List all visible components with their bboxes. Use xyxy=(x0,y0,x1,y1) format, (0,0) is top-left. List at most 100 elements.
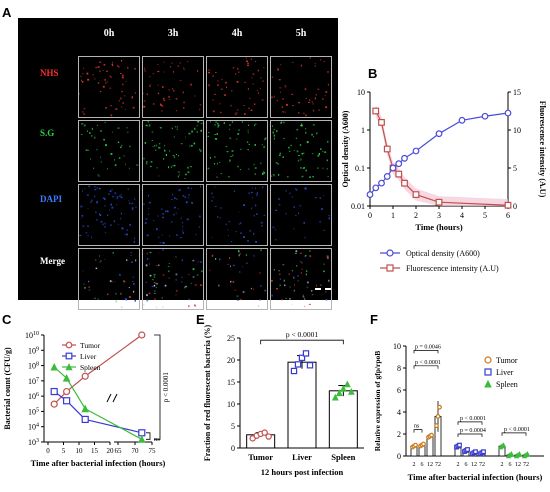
data-point xyxy=(302,350,310,357)
data-point xyxy=(306,362,314,369)
legend-label: Spleen xyxy=(496,380,518,389)
micrograph-tile xyxy=(142,120,204,182)
fluorescence-point xyxy=(412,191,420,199)
series-line xyxy=(84,408,143,440)
y-tick-label: 10 xyxy=(393,342,401,351)
x-tick-label: 2 xyxy=(501,462,504,468)
y-right-tick-label: 0 xyxy=(513,202,517,211)
optical-density-point xyxy=(401,154,408,162)
optical-density-point xyxy=(435,130,443,138)
data-point xyxy=(465,447,470,452)
legend-label: Spleen xyxy=(80,363,101,372)
y-right-tick-label: 15 xyxy=(513,88,521,97)
series-line xyxy=(85,418,142,434)
y-tick-label: 4 xyxy=(397,408,401,417)
micrograph-tile xyxy=(270,248,332,310)
fluorescence-line xyxy=(375,110,509,206)
significance-bracket xyxy=(154,334,161,440)
y-right-tick-label: 5 xyxy=(513,164,517,173)
fluorescence-point xyxy=(378,118,385,126)
data-point xyxy=(435,413,441,419)
fluorescence-point xyxy=(504,201,512,209)
x-axis-label: Time after bacterial infection (hours) xyxy=(31,458,166,468)
fluorescence-point xyxy=(383,145,391,153)
x-tick-label: 72 xyxy=(479,462,485,468)
data-point xyxy=(437,404,442,410)
micrograph-tile xyxy=(142,248,204,310)
optical-density-point xyxy=(412,147,420,155)
x-tick-label: 15 xyxy=(91,447,99,455)
x-axis-label: 12 hours post infection xyxy=(261,467,344,477)
x-tick-label: Tumor xyxy=(248,452,273,462)
optical-density-line xyxy=(369,112,509,195)
data-point xyxy=(457,442,462,448)
significance-annotation: p < 0.0001 xyxy=(415,360,441,366)
x-tick-label: 6 xyxy=(506,211,510,220)
x-tick-label: 70 xyxy=(132,447,140,455)
x-tick-label: 1 xyxy=(391,211,395,220)
scale-bar xyxy=(325,288,331,290)
micrograph-tile xyxy=(270,184,332,246)
micrograph-tile xyxy=(206,120,268,182)
data-point xyxy=(294,361,302,368)
data-point xyxy=(261,429,268,436)
gfp-expression-chart: 0 2 4 6 8 10 Relative expression of gfp/rpoB Ti… xyxy=(373,342,544,482)
column-title: 4h xyxy=(231,28,243,39)
y-tick-label: 109 xyxy=(28,346,39,355)
legend-marker xyxy=(65,352,73,360)
optical-density-point xyxy=(504,109,512,117)
optical-density-point xyxy=(395,160,403,168)
y-tick-label: 15 xyxy=(227,378,235,387)
significance-annotation: p = 0.0004 xyxy=(460,428,486,434)
x-tick-label: 72 xyxy=(523,462,529,468)
legend-label: Tumor xyxy=(496,356,518,365)
y-tick-label: 6 xyxy=(397,386,401,395)
micrograph-tile xyxy=(78,248,140,310)
legend-label: Tumor xyxy=(80,341,101,350)
y-axis-label: Bacterial count (CFU/g) xyxy=(3,347,12,430)
x-tick-label: 65 xyxy=(115,447,123,455)
y-tick-label: 8 xyxy=(397,364,401,373)
fluorescence-point xyxy=(401,179,408,187)
micrograph-tile xyxy=(270,120,332,182)
x-tick-label: 12 xyxy=(427,462,433,468)
legend-marker xyxy=(386,264,394,272)
bacterial-count-chart: 103 104 105 106 107 108 109 1010 0 5 10 15 20 65 70 75 T… xyxy=(3,331,170,468)
x-tick-label: 0 xyxy=(368,211,372,220)
series-point xyxy=(138,429,146,437)
series-point xyxy=(50,362,59,371)
optical-density-point xyxy=(458,116,466,124)
x-tick-label: Liver xyxy=(292,452,312,462)
y-tick-label: 20 xyxy=(227,356,235,365)
significance-bracket xyxy=(501,432,527,436)
legend-marker xyxy=(484,379,492,388)
row-label: NHS xyxy=(40,68,59,78)
data-point xyxy=(343,380,351,388)
micrograph-tile xyxy=(78,56,140,118)
y-tick-label: 5 xyxy=(231,422,235,431)
legend-label: Liver xyxy=(80,352,97,361)
scale-bar xyxy=(315,288,321,290)
data-point xyxy=(421,441,426,447)
micrograph-tile xyxy=(270,56,332,118)
series-point xyxy=(137,435,146,443)
data-point xyxy=(335,389,343,397)
series-point xyxy=(50,400,58,408)
fluorescence-point xyxy=(435,198,443,206)
significance-bracket xyxy=(413,365,439,369)
row-label: DAPI xyxy=(40,194,62,204)
x-tick-label: 2 xyxy=(414,211,418,220)
significance-annotation: p < 0.0001 xyxy=(286,330,319,339)
y-tick-label: 105 xyxy=(28,407,39,416)
series-point xyxy=(81,415,89,424)
optical-density-point xyxy=(383,173,391,180)
significance-bracket xyxy=(413,350,439,354)
data-point xyxy=(473,449,478,455)
data-point xyxy=(298,354,306,362)
y-axis-label: Relative expression of gfp/rpoB xyxy=(373,351,382,451)
series-point xyxy=(62,387,71,396)
y-tick-label: 10 xyxy=(227,400,235,409)
y-left-tick-label: 10 xyxy=(357,88,365,97)
x-tick-label: 12 xyxy=(471,462,477,468)
growth-fluorescence-chart: 0 1 2 3 4 5 6 0.01 0.1 1 10 0 5 10 15 Time (hours) Optic… xyxy=(341,88,547,273)
